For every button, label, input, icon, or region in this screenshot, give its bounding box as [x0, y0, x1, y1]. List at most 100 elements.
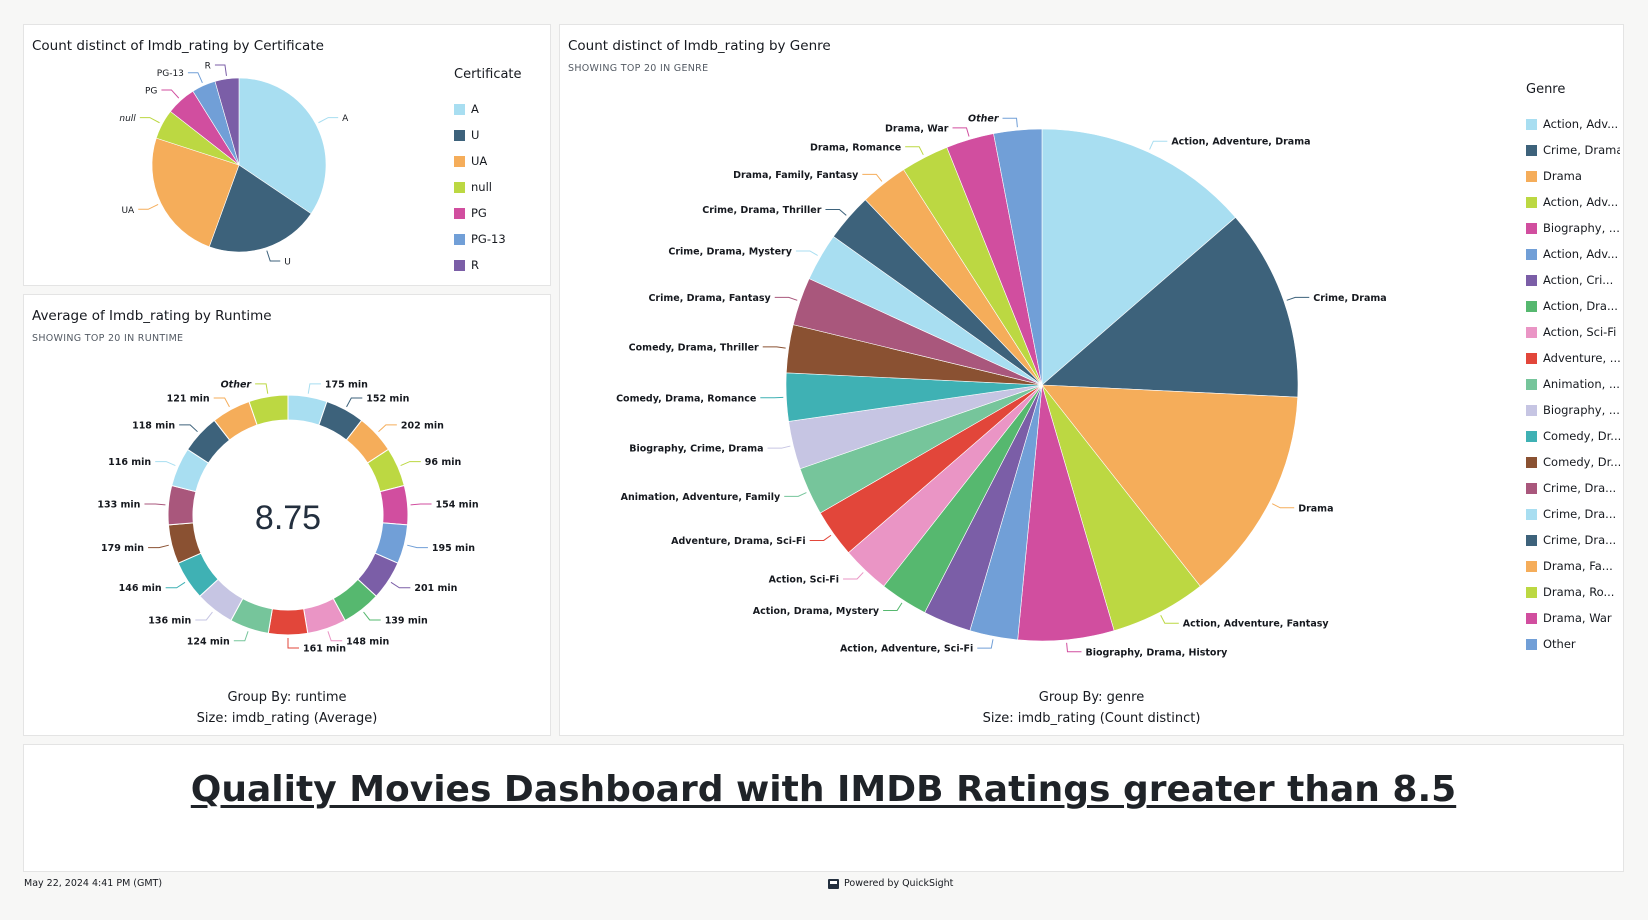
genre-label-action-sci-fi: Action, Sci-Fi [769, 574, 839, 585]
genre-label-other: Other [968, 114, 1000, 125]
genre-slice-other[interactable] [993, 128, 1043, 386]
genre-legend-item[interactable]: Action, Adv... [1526, 111, 1620, 137]
certificate-legend-item[interactable]: null [454, 174, 522, 200]
genre-label-action-adventure-drama: Action, Adventure, Drama [1171, 137, 1310, 148]
genre-legend-item[interactable]: Crime, Dra... [1526, 501, 1620, 527]
runtime-slice-other[interactable] [248, 394, 289, 426]
runtime-donut-chart[interactable]: 175 min 152 min 202 min 96 min 154 min 195 mi… [24, 295, 552, 737]
genre-legend-item[interactable]: Action, Adv... [1526, 241, 1620, 267]
genre-leader-other [1002, 117, 1018, 128]
genre-legend-item[interactable]: Comedy, Dr... [1526, 423, 1620, 449]
genre-legend-item[interactable]: Crime, Dra... [1526, 527, 1620, 553]
genre-legend-item[interactable]: Drama, Fa... [1526, 553, 1620, 579]
genre-legend-item[interactable]: Other [1526, 631, 1620, 657]
genre-legend-item[interactable]: Comedy, Dr... [1526, 449, 1620, 475]
runtime-label-154-min: 154 min [436, 500, 479, 511]
certificate-slice-ua[interactable] [151, 137, 240, 248]
genre-legend-item[interactable]: Crime, Drama [1526, 137, 1620, 163]
certificate-legend-item[interactable]: U [454, 122, 522, 148]
genre-legend-item[interactable]: Crime, Dra... [1526, 475, 1620, 501]
genre-legend-label: Other [1543, 637, 1576, 651]
genre-legend-item[interactable]: Action, Cri... [1526, 267, 1620, 293]
genre-leader-crime-drama [1286, 296, 1310, 301]
genre-slice-crime-drama[interactable] [1041, 216, 1299, 398]
genre-label-comedy-drama-thriller: Comedy, Drama, Thriller [629, 342, 759, 353]
genre-pie-panel[interactable]: Count distinct of Imdb_rating by Genre S… [559, 24, 1624, 736]
genre-legend-swatch [1526, 586, 1537, 598]
certificate-legend-item[interactable]: A [454, 96, 522, 122]
title-panel: Quality Movies Dashboard with IMDB Ratin… [23, 744, 1624, 872]
genre-legend-label: Drama, War [1543, 611, 1612, 625]
genre-pie-chart[interactable]: Action, Adventure, Drama Crime, Drama Dram… [560, 25, 1625, 737]
genre-legend-item[interactable]: Animation, ... [1526, 371, 1620, 397]
genre-legend-label: Animation, ... [1543, 377, 1620, 391]
genre-leader-crime-drama-thriller [825, 208, 847, 216]
runtime-label-201-min: 201 min [414, 583, 457, 594]
runtime-label-139-min: 139 min [385, 615, 428, 626]
certificate-leader-pg [161, 89, 180, 99]
runtime-label-152-min: 152 min [366, 394, 409, 405]
runtime-leader-154-min [410, 503, 432, 506]
certificate-label-u: U [284, 258, 291, 268]
runtime-leader-195-min [407, 544, 428, 549]
genre-legend-item[interactable]: Biography, ... [1526, 397, 1620, 423]
genre-legend-label: Action, Cri... [1543, 273, 1614, 287]
runtime-label-202-min: 202 min [401, 420, 444, 431]
genre-legend-label: Action, Adv... [1543, 195, 1619, 209]
runtime-leader-175-min [307, 383, 321, 394]
certificate-pie-panel[interactable]: Count distinct of Imdb_rating by Certifi… [23, 24, 551, 286]
certificate-legend-item[interactable]: R [454, 252, 522, 278]
runtime-leader-202-min [378, 424, 397, 433]
runtime-leader-133-min [144, 503, 166, 506]
genre-legend-swatch [1526, 274, 1537, 286]
footer-timestamp: May 22, 2024 4:41 PM (GMT) [24, 878, 163, 889]
certificate-slice-r[interactable] [214, 77, 240, 166]
runtime-leader-other [255, 383, 269, 394]
runtime-slice-161-min[interactable] [267, 608, 309, 636]
runtime-label-124-min: 124 min [187, 636, 230, 647]
genre-leader-action-sci-fi [843, 572, 864, 580]
genre-legend-item[interactable]: Action, Adv... [1526, 189, 1620, 215]
genre-leader-action-drama-mystery [883, 602, 903, 611]
genre-legend-label: Action, Adv... [1543, 247, 1619, 261]
genre-label-adventure-drama-sci-fi: Adventure, Drama, Sci-Fi [671, 536, 806, 547]
runtime-label-other: Other [221, 379, 253, 390]
genre-label-action-adventure-sci-fi: Action, Adventure, Sci-Fi [840, 644, 973, 655]
runtime-donut-panel[interactable]: Average of Imdb_rating by Runtime SHOWIN… [23, 294, 551, 736]
genre-legend-item[interactable]: Adventure, ... [1526, 345, 1620, 371]
genre-legend-swatch [1526, 508, 1537, 520]
genre-slice-drama[interactable] [1041, 384, 1299, 587]
genre-legend-item[interactable]: Biography, ... [1526, 215, 1620, 241]
runtime-panel-title: Average of Imdb_rating by Runtime [32, 308, 272, 324]
certificate-legend-label: A [471, 102, 479, 116]
genre-legend-item[interactable]: Action, Dra... [1526, 293, 1620, 319]
genre-leader-action-adventure-drama [1149, 140, 1168, 150]
runtime-slice-154-min[interactable] [379, 484, 409, 526]
genre-slice-action-adventure-drama[interactable] [1041, 128, 1236, 386]
footer-powered-by: Powered by QuickSight [828, 878, 953, 889]
certificate-legend-item[interactable]: PG-13 [454, 226, 522, 252]
certificate-legend-item[interactable]: PG [454, 200, 522, 226]
genre-legend-item[interactable]: Drama, Ro... [1526, 579, 1620, 605]
certificate-legend-item[interactable]: UA [454, 148, 522, 174]
genre-legend-label: Crime, Dra... [1543, 533, 1617, 547]
certificate-slice-u[interactable] [208, 164, 312, 253]
certificate-legend-label: U [471, 128, 480, 142]
genre-label-biography-crime-drama: Biography, Crime, Drama [629, 444, 763, 455]
certificate-slice-a[interactable] [238, 77, 327, 215]
genre-leader-crime-drama-mystery [795, 250, 818, 256]
genre-legend-label: Comedy, Dr... [1543, 455, 1620, 469]
runtime-size-label: Size: imdb_rating (Average) [196, 711, 378, 726]
genre-legend-swatch [1526, 326, 1537, 338]
genre-legend-item[interactable]: Action, Sci-Fi [1526, 319, 1620, 345]
runtime-slice-133-min[interactable] [167, 484, 197, 526]
genre-legend-swatch [1526, 612, 1537, 624]
runtime-label-148-min: 148 min [346, 636, 389, 647]
genre-leader-drama-romance [905, 146, 924, 156]
genre-legend-item[interactable]: Drama [1526, 163, 1620, 189]
runtime-label-175-min: 175 min [325, 379, 368, 390]
genre-legend-label: Comedy, Dr... [1543, 429, 1620, 443]
genre-legend-swatch [1526, 118, 1537, 130]
genre-legend-item[interactable]: Drama, War [1526, 605, 1620, 631]
